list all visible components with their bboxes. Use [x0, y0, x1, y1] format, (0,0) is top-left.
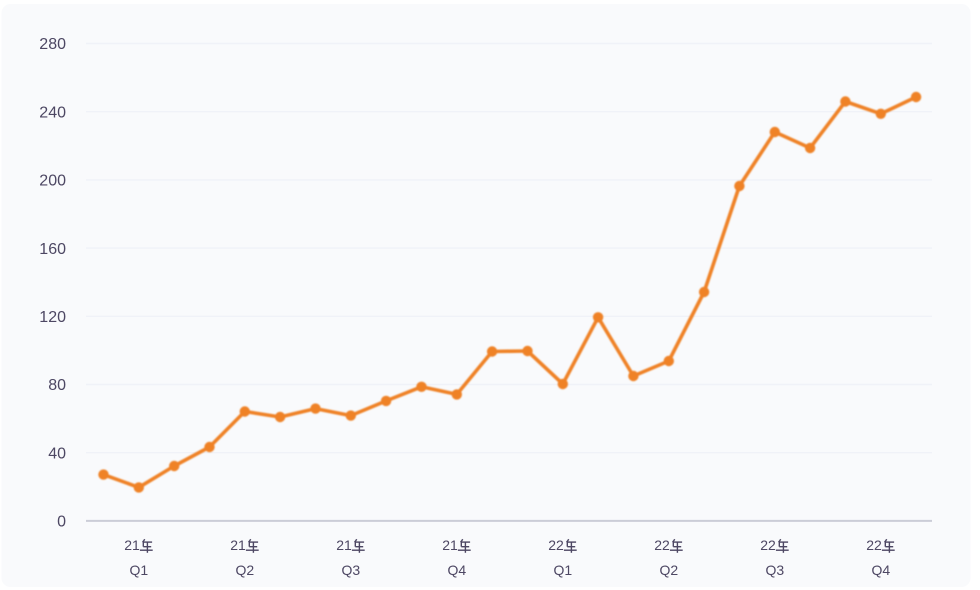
svg-text:280: 280	[39, 36, 66, 53]
svg-text:Q1: Q1	[553, 562, 572, 578]
svg-text:120: 120	[39, 309, 66, 326]
svg-text:0: 0	[57, 514, 66, 531]
svg-text:22: 22	[866, 537, 882, 553]
svg-text:Q2: Q2	[235, 562, 254, 578]
svg-text:Q2: Q2	[659, 562, 678, 578]
svg-text:22: 22	[548, 537, 564, 553]
svg-text:160: 160	[39, 241, 66, 258]
svg-text:200: 200	[39, 173, 66, 190]
svg-text:21: 21	[230, 537, 246, 553]
svg-text:40: 40	[48, 445, 66, 462]
svg-text:Q3: Q3	[341, 562, 360, 578]
svg-text:Q4: Q4	[871, 562, 890, 578]
svg-text:240: 240	[39, 104, 66, 121]
svg-text:21: 21	[442, 537, 458, 553]
svg-text:22: 22	[654, 537, 670, 553]
svg-text:21: 21	[336, 537, 352, 553]
svg-text:Q3: Q3	[765, 562, 784, 578]
svg-text:Q4: Q4	[447, 562, 466, 578]
svg-text:21: 21	[124, 537, 140, 553]
svg-text:80: 80	[48, 377, 66, 394]
svg-text:Q1: Q1	[129, 562, 148, 578]
svg-text:22: 22	[760, 537, 776, 553]
